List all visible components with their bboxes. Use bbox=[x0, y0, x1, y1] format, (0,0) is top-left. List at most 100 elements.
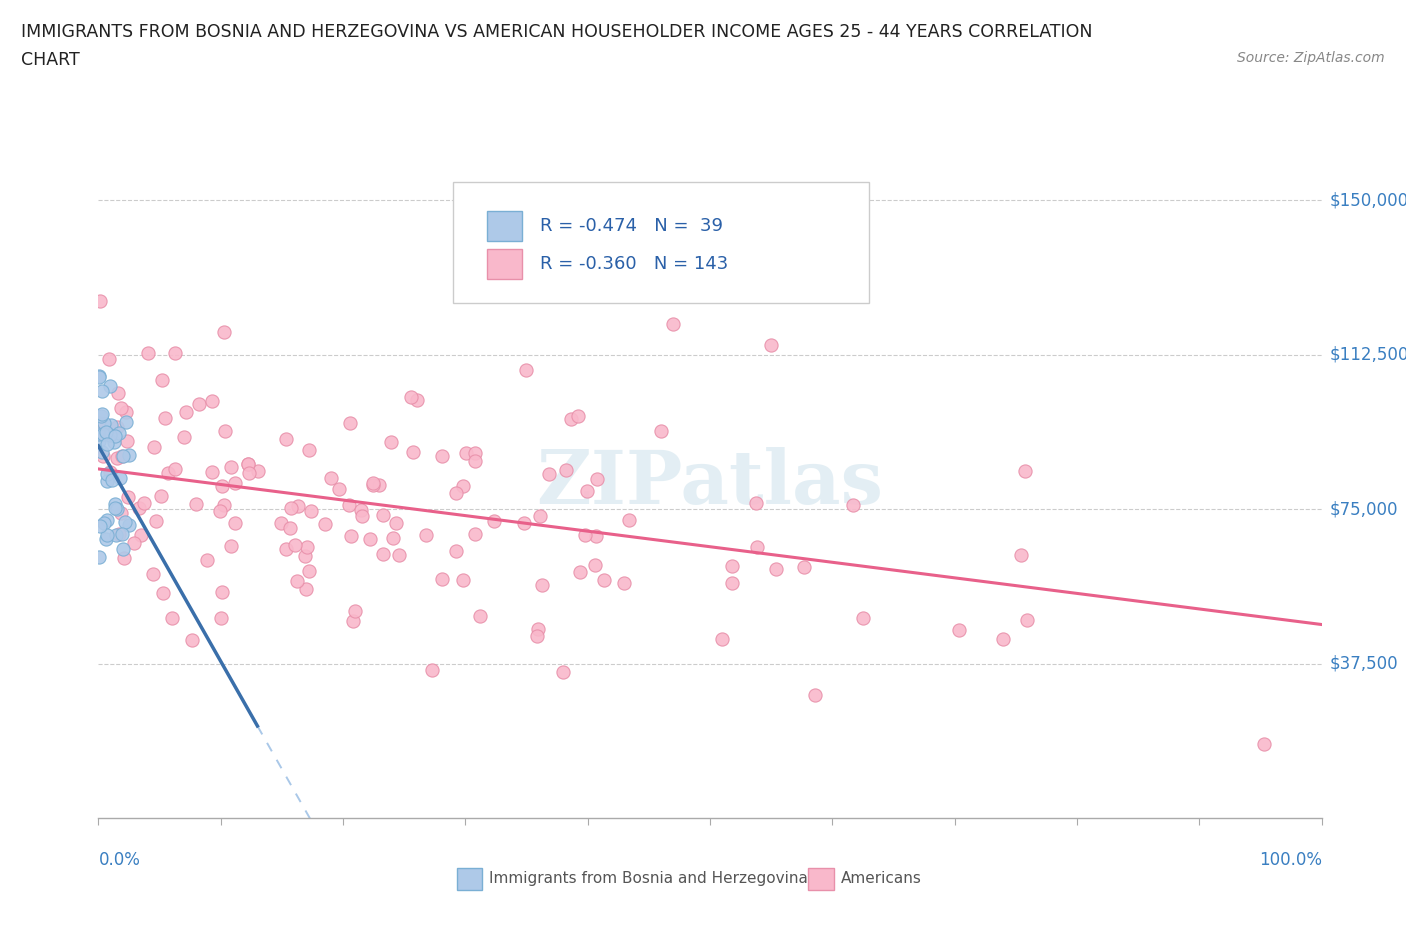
Point bbox=[444, 485, 467, 500]
Point bbox=[399, 389, 422, 404]
Point bbox=[89, 293, 111, 308]
Point bbox=[212, 325, 235, 339]
Point bbox=[122, 536, 145, 551]
Point bbox=[342, 614, 364, 629]
Text: Immigrants from Bosnia and Herzegovina: Immigrants from Bosnia and Herzegovina bbox=[489, 871, 808, 886]
FancyBboxPatch shape bbox=[488, 249, 522, 279]
Point bbox=[294, 581, 316, 596]
Point bbox=[527, 621, 550, 636]
Point bbox=[567, 409, 589, 424]
Point bbox=[114, 405, 136, 419]
Point bbox=[560, 412, 582, 427]
Point bbox=[841, 498, 863, 512]
Point bbox=[117, 490, 139, 505]
Point bbox=[444, 543, 467, 558]
Point bbox=[585, 472, 607, 486]
Point bbox=[464, 445, 486, 460]
Point bbox=[321, 471, 343, 485]
Text: R = -0.360   N = 143: R = -0.360 N = 143 bbox=[540, 255, 728, 273]
Point bbox=[328, 482, 350, 497]
Point bbox=[711, 631, 734, 646]
Text: Source: ZipAtlas.com: Source: ZipAtlas.com bbox=[1237, 51, 1385, 65]
Point bbox=[138, 346, 160, 361]
FancyBboxPatch shape bbox=[808, 868, 834, 890]
Point bbox=[359, 532, 381, 547]
Point bbox=[720, 575, 742, 590]
Text: CHART: CHART bbox=[21, 51, 80, 69]
Text: 100.0%: 100.0% bbox=[1258, 851, 1322, 869]
Point bbox=[385, 515, 408, 530]
Point bbox=[512, 516, 534, 531]
Point bbox=[142, 567, 165, 582]
Point bbox=[1014, 464, 1036, 479]
FancyBboxPatch shape bbox=[453, 182, 869, 303]
Point bbox=[142, 440, 165, 455]
Point bbox=[93, 516, 115, 531]
Point bbox=[152, 586, 174, 601]
Point bbox=[540, 275, 562, 290]
Point bbox=[94, 532, 117, 547]
Point bbox=[111, 448, 134, 463]
Point bbox=[350, 502, 373, 517]
FancyBboxPatch shape bbox=[488, 211, 522, 241]
Text: R = -0.474   N =  39: R = -0.474 N = 39 bbox=[540, 217, 723, 234]
Point bbox=[89, 518, 111, 533]
Point bbox=[451, 478, 474, 493]
Point bbox=[1017, 613, 1039, 628]
Point bbox=[98, 352, 121, 366]
Point bbox=[118, 517, 141, 532]
Text: $37,500: $37,500 bbox=[1330, 655, 1399, 673]
Point bbox=[361, 477, 384, 492]
Point bbox=[537, 467, 560, 482]
Point bbox=[87, 369, 110, 384]
Point bbox=[380, 435, 402, 450]
Point bbox=[343, 604, 366, 618]
Point bbox=[765, 562, 787, 577]
Point bbox=[89, 433, 111, 448]
Point bbox=[454, 445, 477, 460]
Point bbox=[91, 445, 114, 459]
Point bbox=[761, 337, 783, 352]
Point bbox=[650, 424, 672, 439]
Point bbox=[128, 501, 150, 516]
Point bbox=[181, 632, 204, 647]
Point bbox=[87, 426, 110, 441]
Point bbox=[298, 443, 321, 458]
Point bbox=[111, 541, 134, 556]
Point bbox=[100, 418, 122, 432]
Point bbox=[529, 509, 551, 524]
Point bbox=[100, 472, 122, 487]
Point bbox=[793, 559, 815, 574]
Point bbox=[91, 406, 114, 421]
Point bbox=[406, 392, 429, 407]
Point bbox=[1253, 737, 1275, 751]
Point bbox=[98, 465, 121, 480]
Point bbox=[195, 552, 218, 567]
Point bbox=[464, 454, 486, 469]
Point bbox=[662, 316, 685, 331]
Point bbox=[87, 369, 110, 384]
Point bbox=[276, 542, 298, 557]
Text: ZIPatlas: ZIPatlas bbox=[537, 447, 883, 520]
Point bbox=[94, 424, 117, 439]
Point bbox=[238, 457, 260, 472]
Point bbox=[350, 509, 373, 524]
Point bbox=[531, 578, 554, 592]
Point bbox=[388, 548, 411, 563]
Point bbox=[200, 393, 222, 408]
Point bbox=[214, 423, 236, 438]
Point bbox=[174, 405, 197, 419]
Point bbox=[93, 427, 115, 442]
Text: $75,000: $75,000 bbox=[1330, 500, 1399, 518]
Point bbox=[583, 557, 606, 572]
Point bbox=[153, 410, 176, 425]
Point bbox=[314, 517, 336, 532]
Point bbox=[96, 436, 118, 451]
Point bbox=[89, 550, 111, 565]
Point bbox=[287, 498, 309, 513]
Point bbox=[382, 530, 405, 545]
Point bbox=[420, 663, 443, 678]
Text: 0.0%: 0.0% bbox=[98, 851, 141, 869]
Point bbox=[90, 408, 112, 423]
Point bbox=[373, 507, 395, 522]
